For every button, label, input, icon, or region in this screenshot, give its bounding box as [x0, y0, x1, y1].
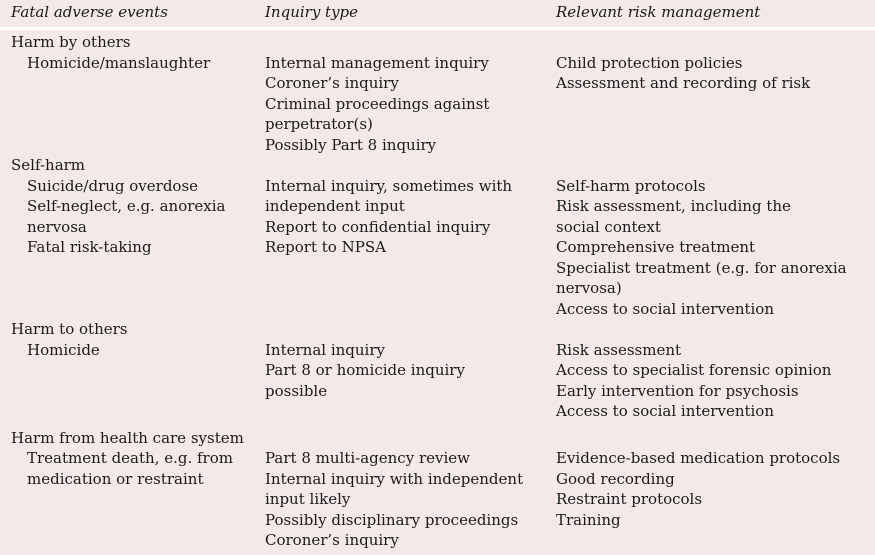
inquiry-line: Part 8 or homicide inquiry	[265, 361, 465, 379]
risk-line: Comprehensive treatment	[556, 238, 756, 256]
table-section: Harm to others Homicide Internal inquiry Pa…	[0, 319, 875, 422]
event-line: Suicide/drug overdose	[27, 176, 199, 195]
inquiry-line: Internal management inquiry	[265, 53, 489, 72]
events-column: Suicide/drug overdose Self-neglect, e.g. …	[27, 176, 225, 258]
inquiry-line: perpetrator(s)	[265, 115, 373, 133]
risk-line: Evidence-based medication protocols	[556, 449, 841, 467]
event-line: Treatment death, e.g. from	[27, 449, 233, 467]
inquiry-column: Internal management inquiry Coroner’s inq…	[265, 53, 489, 156]
inquiry-line: Part 8 multi-agency review	[265, 449, 470, 467]
inquiry-line: Report to NPSA	[265, 238, 386, 256]
inquiry-column: Part 8 multi-agency review Internal inqui…	[265, 448, 523, 551]
section-title: Harm by others	[11, 33, 131, 51]
risk-line: Specialist treatment (e.g. for anorexia	[556, 258, 847, 277]
risk-line: Self-harm protocols	[556, 176, 706, 195]
risk-column: Child protection policies Assessment and …	[556, 53, 810, 94]
risk-line: Early intervention for psychosis	[556, 381, 799, 400]
risk-column: Risk assessment Access to specialist fore…	[556, 340, 831, 422]
event-line: medication or restraint	[27, 469, 204, 488]
table-body: Harm by others Homicide/manslaughter Inter…	[0, 32, 875, 551]
header-inquiry-type: Inquiry type	[265, 3, 359, 21]
header-fatal-adverse-events: Fatal adverse events	[11, 3, 168, 21]
inquiry-line: Coroner’s inquiry	[265, 531, 399, 549]
inquiry-line: Internal inquiry	[265, 340, 385, 359]
section-title: Harm to others	[11, 320, 128, 338]
risk-line: social context	[556, 217, 661, 236]
risk-column: Evidence-based medication protocols Good …	[556, 448, 840, 530]
events-column: Homicide	[27, 340, 100, 361]
inquiry-line: possible	[265, 381, 328, 400]
risk-line: Good recording	[556, 469, 675, 488]
risk-line: Assessment and recording of risk	[556, 74, 811, 92]
risk-line: Restraint protocols	[556, 490, 703, 508]
inquiry-column: Internal inquiry Part 8 or homicide inqui…	[265, 340, 465, 402]
inquiry-line: Internal inquiry, sometimes with	[265, 176, 513, 195]
inquiry-line: Possibly Part 8 inquiry	[265, 135, 437, 154]
inquiry-line: independent input	[265, 197, 405, 215]
risk-line: Risk assessment, including the	[556, 197, 791, 215]
events-column: Homicide/manslaughter	[27, 53, 210, 74]
risk-line: Child protection policies	[556, 53, 743, 72]
event-line: nervosa	[27, 217, 87, 236]
event-line: Homicide	[27, 340, 100, 359]
event-line: Fatal risk-taking	[27, 238, 152, 256]
event-line: Homicide/manslaughter	[27, 53, 211, 72]
table-header: Fatal adverse events Inquiry type Releva…	[0, 0, 875, 30]
events-column: Treatment death, e.g. from medication or …	[27, 448, 233, 489]
table-section: Self-harm Suicide/drug overdose Self-negle…	[0, 155, 875, 319]
risk-column: Self-harm protocols Risk assessment, incl…	[556, 176, 847, 320]
risk-line: Access to social intervention	[556, 402, 774, 420]
inquiry-line: input likely	[265, 490, 351, 508]
inquiry-line: Coroner’s inquiry	[265, 74, 399, 92]
table-section: Harm from health care system Treatment de…	[0, 428, 875, 551]
header-relevant-risk-management: Relevant risk management	[556, 3, 761, 21]
inquiry-line: Internal inquiry with independent	[265, 469, 524, 488]
risk-line: Access to specialist forensic opinion	[556, 361, 832, 379]
inquiry-line: Criminal proceedings against	[265, 94, 490, 113]
inquiry-line: Possibly disciplinary proceedings	[265, 510, 519, 529]
inquiry-line: Report to confidential inquiry	[265, 217, 491, 236]
section-title: Self-harm	[11, 156, 86, 174]
table-section: Harm by others Homicide/manslaughter Inter…	[0, 32, 875, 155]
section-title: Harm from health care system	[11, 428, 244, 447]
inquiry-column: Internal inquiry, sometimes with independ…	[265, 176, 512, 258]
risk-line: Training	[556, 510, 621, 529]
risk-line: Access to social intervention	[556, 299, 774, 318]
event-line: Self-neglect, e.g. anorexia	[27, 197, 226, 215]
risk-line: nervosa)	[556, 279, 622, 297]
risk-line: Risk assessment	[556, 340, 682, 359]
